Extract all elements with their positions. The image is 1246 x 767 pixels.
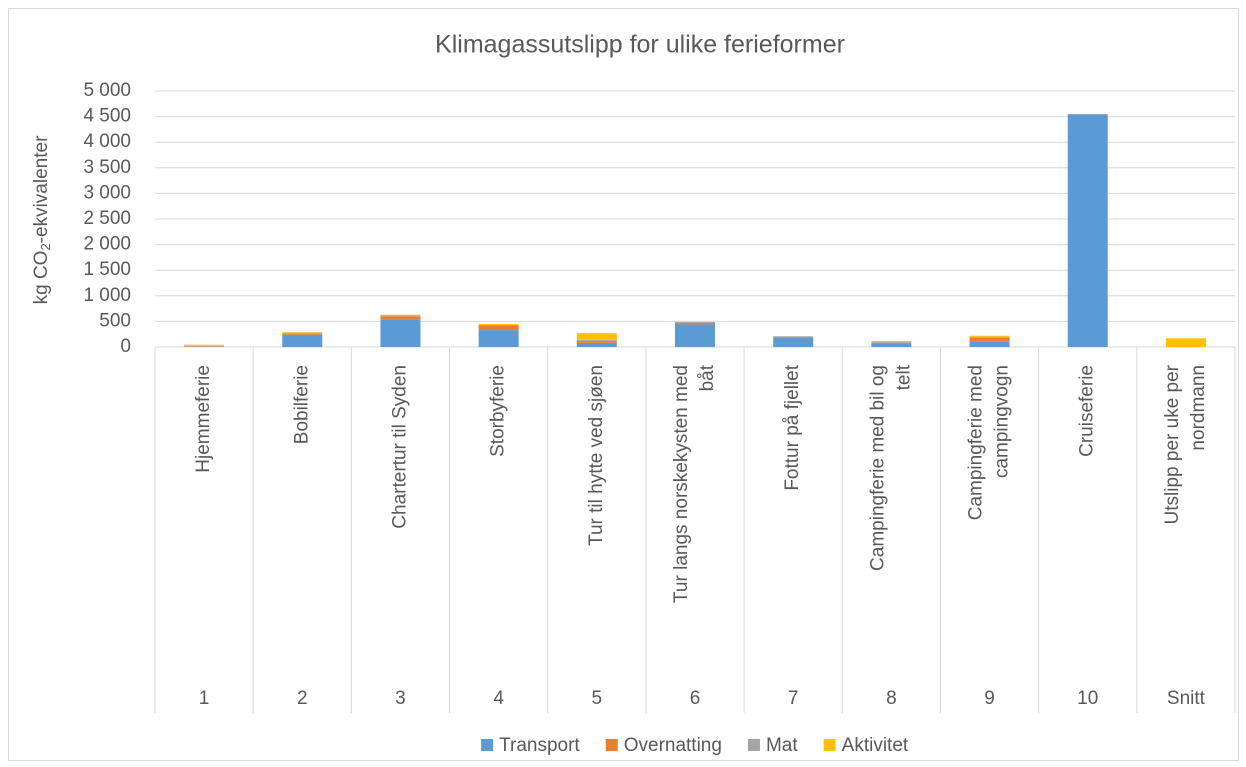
- y-tick-label: 3 000: [83, 182, 131, 203]
- bar-segment: [871, 343, 912, 347]
- bar-segment: [184, 346, 225, 347]
- bar-segment: [478, 323, 519, 325]
- legend-label: Mat: [766, 735, 798, 756]
- category-name: telt: [893, 364, 914, 390]
- bar-segment: [576, 339, 617, 341]
- bar-segment: [871, 342, 912, 344]
- category-name: Hjemmeferie: [193, 365, 214, 473]
- bar-segment: [184, 344, 225, 346]
- y-tick-label: 1 500: [83, 259, 131, 280]
- y-tick-label: 0: [120, 336, 131, 357]
- bar-segment: [675, 324, 715, 347]
- bar-segment: [576, 340, 617, 343]
- bar-segment: [282, 333, 323, 335]
- y-tick-label: 1 000: [83, 285, 131, 306]
- y-tick-label: 4 000: [83, 131, 131, 152]
- bar-segment: [184, 345, 225, 347]
- bar-segment: [380, 314, 421, 316]
- category-name: Storbyferie: [488, 365, 509, 457]
- bar-segment: [380, 316, 421, 320]
- y-label-suffix: -ekvivalenter: [31, 135, 52, 243]
- y-label-sub: 2: [38, 243, 53, 250]
- bar-segment: [282, 332, 323, 334]
- chart-frame: [8, 8, 1239, 761]
- legend-label: Transport: [499, 735, 580, 756]
- bar-segment: [478, 326, 519, 331]
- bar-segment: [282, 334, 323, 347]
- x-tick-label: 6: [690, 688, 701, 709]
- category-name: Cruiseferie: [1077, 365, 1098, 457]
- y-tick-label: 3 500: [83, 157, 131, 178]
- x-tick-label: 7: [788, 688, 799, 709]
- x-tick-label: 4: [493, 688, 504, 709]
- y-tick-label: 2 500: [83, 208, 131, 229]
- bar-segment: [871, 341, 912, 343]
- category-name: Campingferie med bil og: [867, 365, 888, 571]
- bar-segment: [675, 322, 715, 325]
- category-name: Utslipp per uke per: [1162, 364, 1183, 524]
- legend-swatch: [747, 739, 760, 751]
- x-tick-label: 3: [395, 688, 406, 709]
- y-axis-label: kg CO2-ekvivalenter: [31, 135, 53, 304]
- category-name: Chartertur til Syden: [389, 365, 410, 529]
- x-tick-label: 8: [886, 688, 897, 709]
- bar-segment: [576, 342, 617, 347]
- y-tick-label: 5 000: [83, 80, 131, 101]
- legend-label: Aktivitet: [842, 735, 909, 756]
- bar-segment: [1165, 338, 1206, 347]
- x-tick-label: 10: [1077, 688, 1098, 709]
- category-name: Tur langs norskekysten med: [671, 365, 692, 603]
- legend-swatch: [481, 739, 494, 751]
- bar-segment: [773, 336, 814, 338]
- bar-segment: [969, 341, 1010, 347]
- x-tick-label: 2: [297, 688, 308, 709]
- bar-segment: [969, 337, 1010, 342]
- y-tick-label: 2 000: [83, 234, 131, 255]
- bar-segment: [871, 340, 912, 342]
- x-tick-label: 9: [984, 688, 995, 709]
- category-name: Campingferie med: [966, 365, 987, 520]
- bar-segment: [478, 330, 519, 347]
- category-name: campingvogn: [992, 365, 1013, 478]
- y-label-prefix: kg CO: [31, 251, 52, 305]
- bar-segment: [1067, 114, 1108, 115]
- bar-segment: [576, 333, 617, 340]
- bar-segment: [675, 321, 715, 323]
- x-tick-label: 5: [592, 688, 603, 709]
- bar-segment: [773, 337, 814, 347]
- category-name: Tur til hytte ved sjøen: [586, 365, 607, 546]
- y-tick-label: 500: [99, 310, 131, 331]
- bar-segment: [282, 332, 323, 333]
- legend: Transport Overnatting Mat Aktivitet: [481, 735, 909, 756]
- bar-segment: [969, 335, 1010, 337]
- category-name: nordmann: [1188, 365, 1209, 451]
- category-name: båt: [697, 364, 718, 391]
- bar-segment: [478, 324, 519, 327]
- bar-segment: [1067, 114, 1108, 347]
- legend-swatch: [823, 739, 836, 751]
- category-name: Fottur på fjellet: [782, 364, 803, 490]
- bar-segment: [969, 336, 1010, 338]
- x-tick-label: 1: [199, 688, 210, 709]
- y-tick-label: 4 500: [83, 106, 131, 127]
- bar-segment: [380, 315, 421, 317]
- chart-title: Klimagassutslipp for ulike ferieformer: [435, 31, 845, 59]
- category-name: Bobilferie: [291, 365, 312, 444]
- x-tick-label: Snitt: [1167, 688, 1206, 709]
- legend-swatch: [605, 739, 618, 751]
- bar-segment: [380, 319, 421, 347]
- legend-label: Overnatting: [624, 735, 722, 756]
